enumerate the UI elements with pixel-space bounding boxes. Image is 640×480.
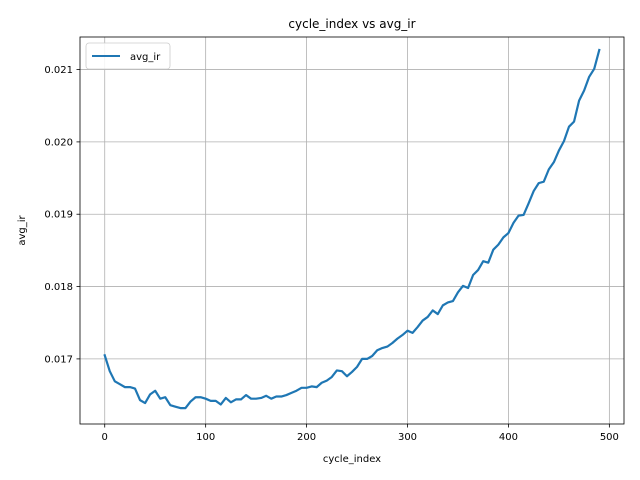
legend-label: avg_ir: [130, 52, 161, 63]
x-axis-label: cycle_index: [323, 454, 381, 465]
series-layer: [103, 48, 601, 410]
x-tick-label: 300: [398, 432, 417, 443]
series-line-avg-ir: [103, 48, 601, 410]
x-tick-label: 100: [196, 432, 215, 443]
grid: [80, 37, 624, 424]
y-tick-label: 0.019: [44, 210, 73, 221]
x-tick-label: 200: [297, 432, 316, 443]
ticks: 0 100 200 300 400 500 0.017 0.018 0.019 0.020 0.02…: [44, 65, 619, 443]
legend: avg_ir: [85, 42, 171, 70]
y-tick-label: 0.021: [44, 65, 73, 76]
plot-frame: [79, 36, 625, 425]
y-tick-label: 0.018: [44, 282, 73, 293]
x-tick-label: 400: [499, 432, 518, 443]
legend-box: [85, 42, 171, 70]
y-tick-label: 0.020: [44, 137, 73, 148]
y-axis-label: avg_ir: [17, 214, 28, 245]
chart-title: cycle_index vs avg_ir: [288, 17, 415, 31]
x-tick-label: 500: [600, 432, 619, 443]
y-tick-label: 0.017: [44, 354, 73, 365]
x-tick-label: 0: [102, 432, 108, 443]
